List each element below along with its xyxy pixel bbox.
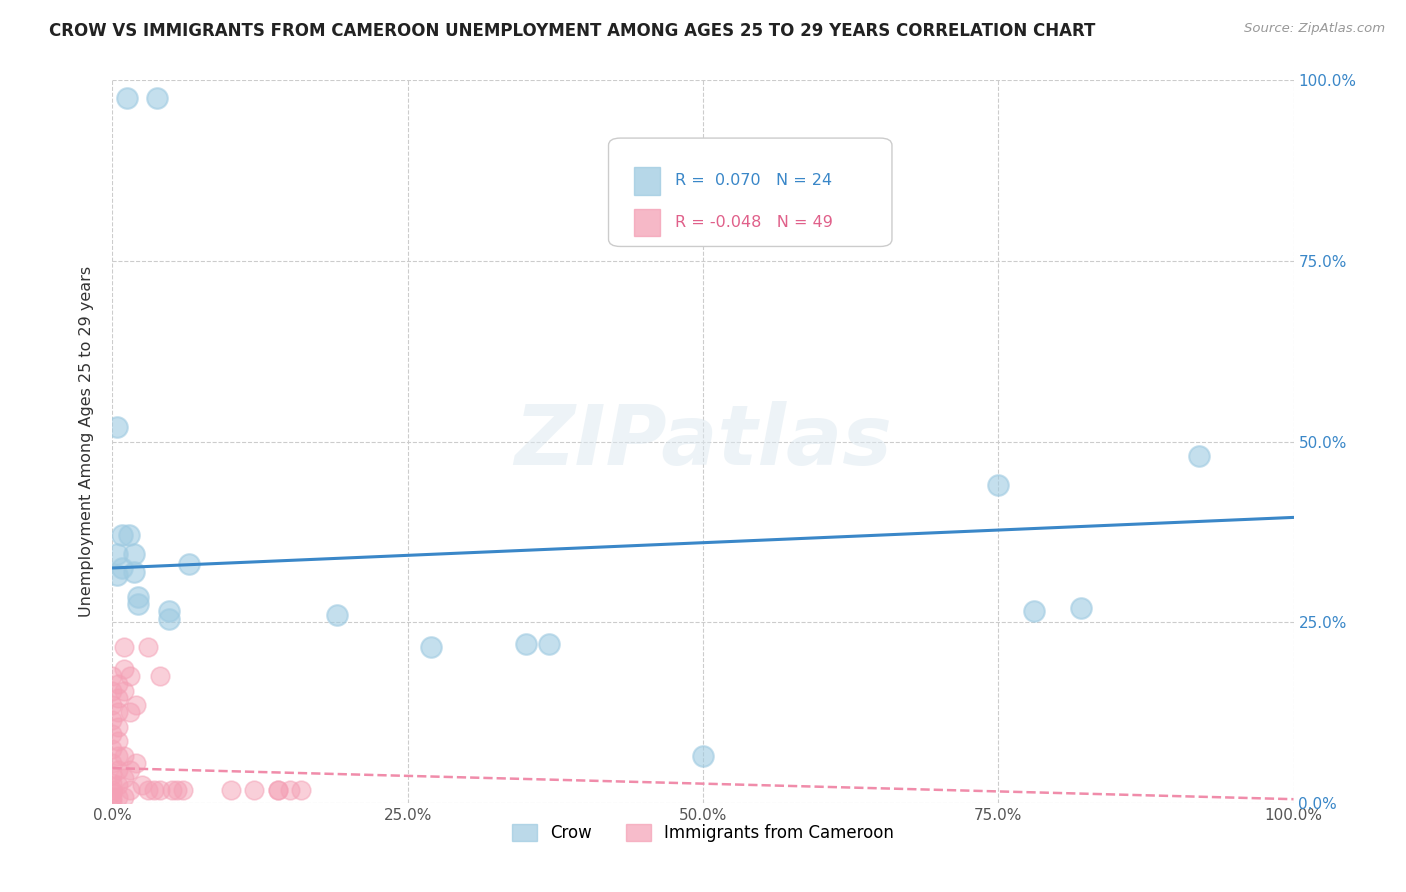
Point [149, 669, 172, 683]
Point [136, 782, 159, 797]
Point [420, 640, 443, 655]
FancyBboxPatch shape [609, 138, 891, 246]
Point [107, 691, 129, 706]
Point [101, 713, 124, 727]
Point [267, 782, 290, 797]
Text: R =  0.070   N = 24: R = 0.070 N = 24 [675, 174, 832, 188]
Point [149, 782, 172, 797]
Text: ZIPatlas: ZIPatlas [515, 401, 891, 482]
Point [290, 782, 312, 797]
Point [987, 478, 1010, 492]
Point [267, 782, 290, 797]
Point [172, 782, 194, 797]
Point [101, 794, 124, 808]
Point [101, 669, 124, 683]
Point [107, 720, 129, 734]
Point [101, 782, 124, 797]
FancyBboxPatch shape [634, 168, 661, 194]
Point [105, 420, 128, 434]
Point [101, 790, 124, 805]
Point [515, 637, 537, 651]
Point [127, 590, 149, 604]
Point [136, 640, 159, 655]
Point [157, 604, 180, 618]
Point [115, 91, 138, 105]
Point [112, 640, 135, 655]
Legend: Crow, Immigrants from Cameroon: Crow, Immigrants from Cameroon [506, 817, 900, 848]
Point [101, 698, 124, 713]
Point [112, 790, 135, 805]
Point [538, 637, 561, 651]
Point [157, 611, 180, 625]
Point [101, 683, 124, 698]
Point [111, 528, 134, 542]
Point [278, 782, 301, 797]
Point [111, 561, 134, 575]
Point [219, 782, 242, 797]
Point [166, 782, 188, 797]
Point [112, 662, 135, 676]
Point [107, 734, 129, 748]
Point [112, 771, 135, 785]
Point [107, 748, 129, 763]
Y-axis label: Unemployment Among Ages 25 to 29 years: Unemployment Among Ages 25 to 29 years [79, 266, 94, 617]
Point [122, 547, 145, 561]
Point [1070, 600, 1092, 615]
Point [112, 683, 135, 698]
Point [1188, 449, 1211, 463]
Point [118, 528, 141, 542]
Point [125, 698, 148, 713]
Point [160, 782, 183, 797]
Text: R = -0.048   N = 49: R = -0.048 N = 49 [675, 215, 832, 230]
Point [146, 91, 169, 105]
Point [1022, 604, 1045, 618]
Text: CROW VS IMMIGRANTS FROM CAMEROON UNEMPLOYMENT AMONG AGES 25 TO 29 YEARS CORRELAT: CROW VS IMMIGRANTS FROM CAMEROON UNEMPLO… [49, 22, 1095, 40]
Text: Source: ZipAtlas.com: Source: ZipAtlas.com [1244, 22, 1385, 36]
Point [101, 756, 124, 770]
Point [105, 568, 128, 582]
Point [125, 756, 148, 770]
Point [179, 558, 201, 572]
Point [243, 782, 266, 797]
Point [101, 727, 124, 741]
Point [142, 782, 165, 797]
Point [107, 790, 129, 805]
Point [101, 775, 124, 789]
Point [692, 748, 714, 763]
Point [107, 764, 129, 778]
FancyBboxPatch shape [634, 209, 661, 236]
Point [107, 778, 129, 792]
Point [326, 607, 349, 622]
Point [122, 565, 145, 579]
Point [107, 706, 129, 720]
Point [127, 597, 149, 611]
Point [112, 748, 135, 763]
Point [107, 676, 129, 690]
Point [120, 764, 142, 778]
Point [105, 547, 128, 561]
Point [120, 782, 142, 797]
Point [131, 778, 153, 792]
Point [120, 669, 142, 683]
Point [101, 741, 124, 756]
Point [120, 706, 142, 720]
Point [101, 786, 124, 800]
Point [101, 768, 124, 782]
